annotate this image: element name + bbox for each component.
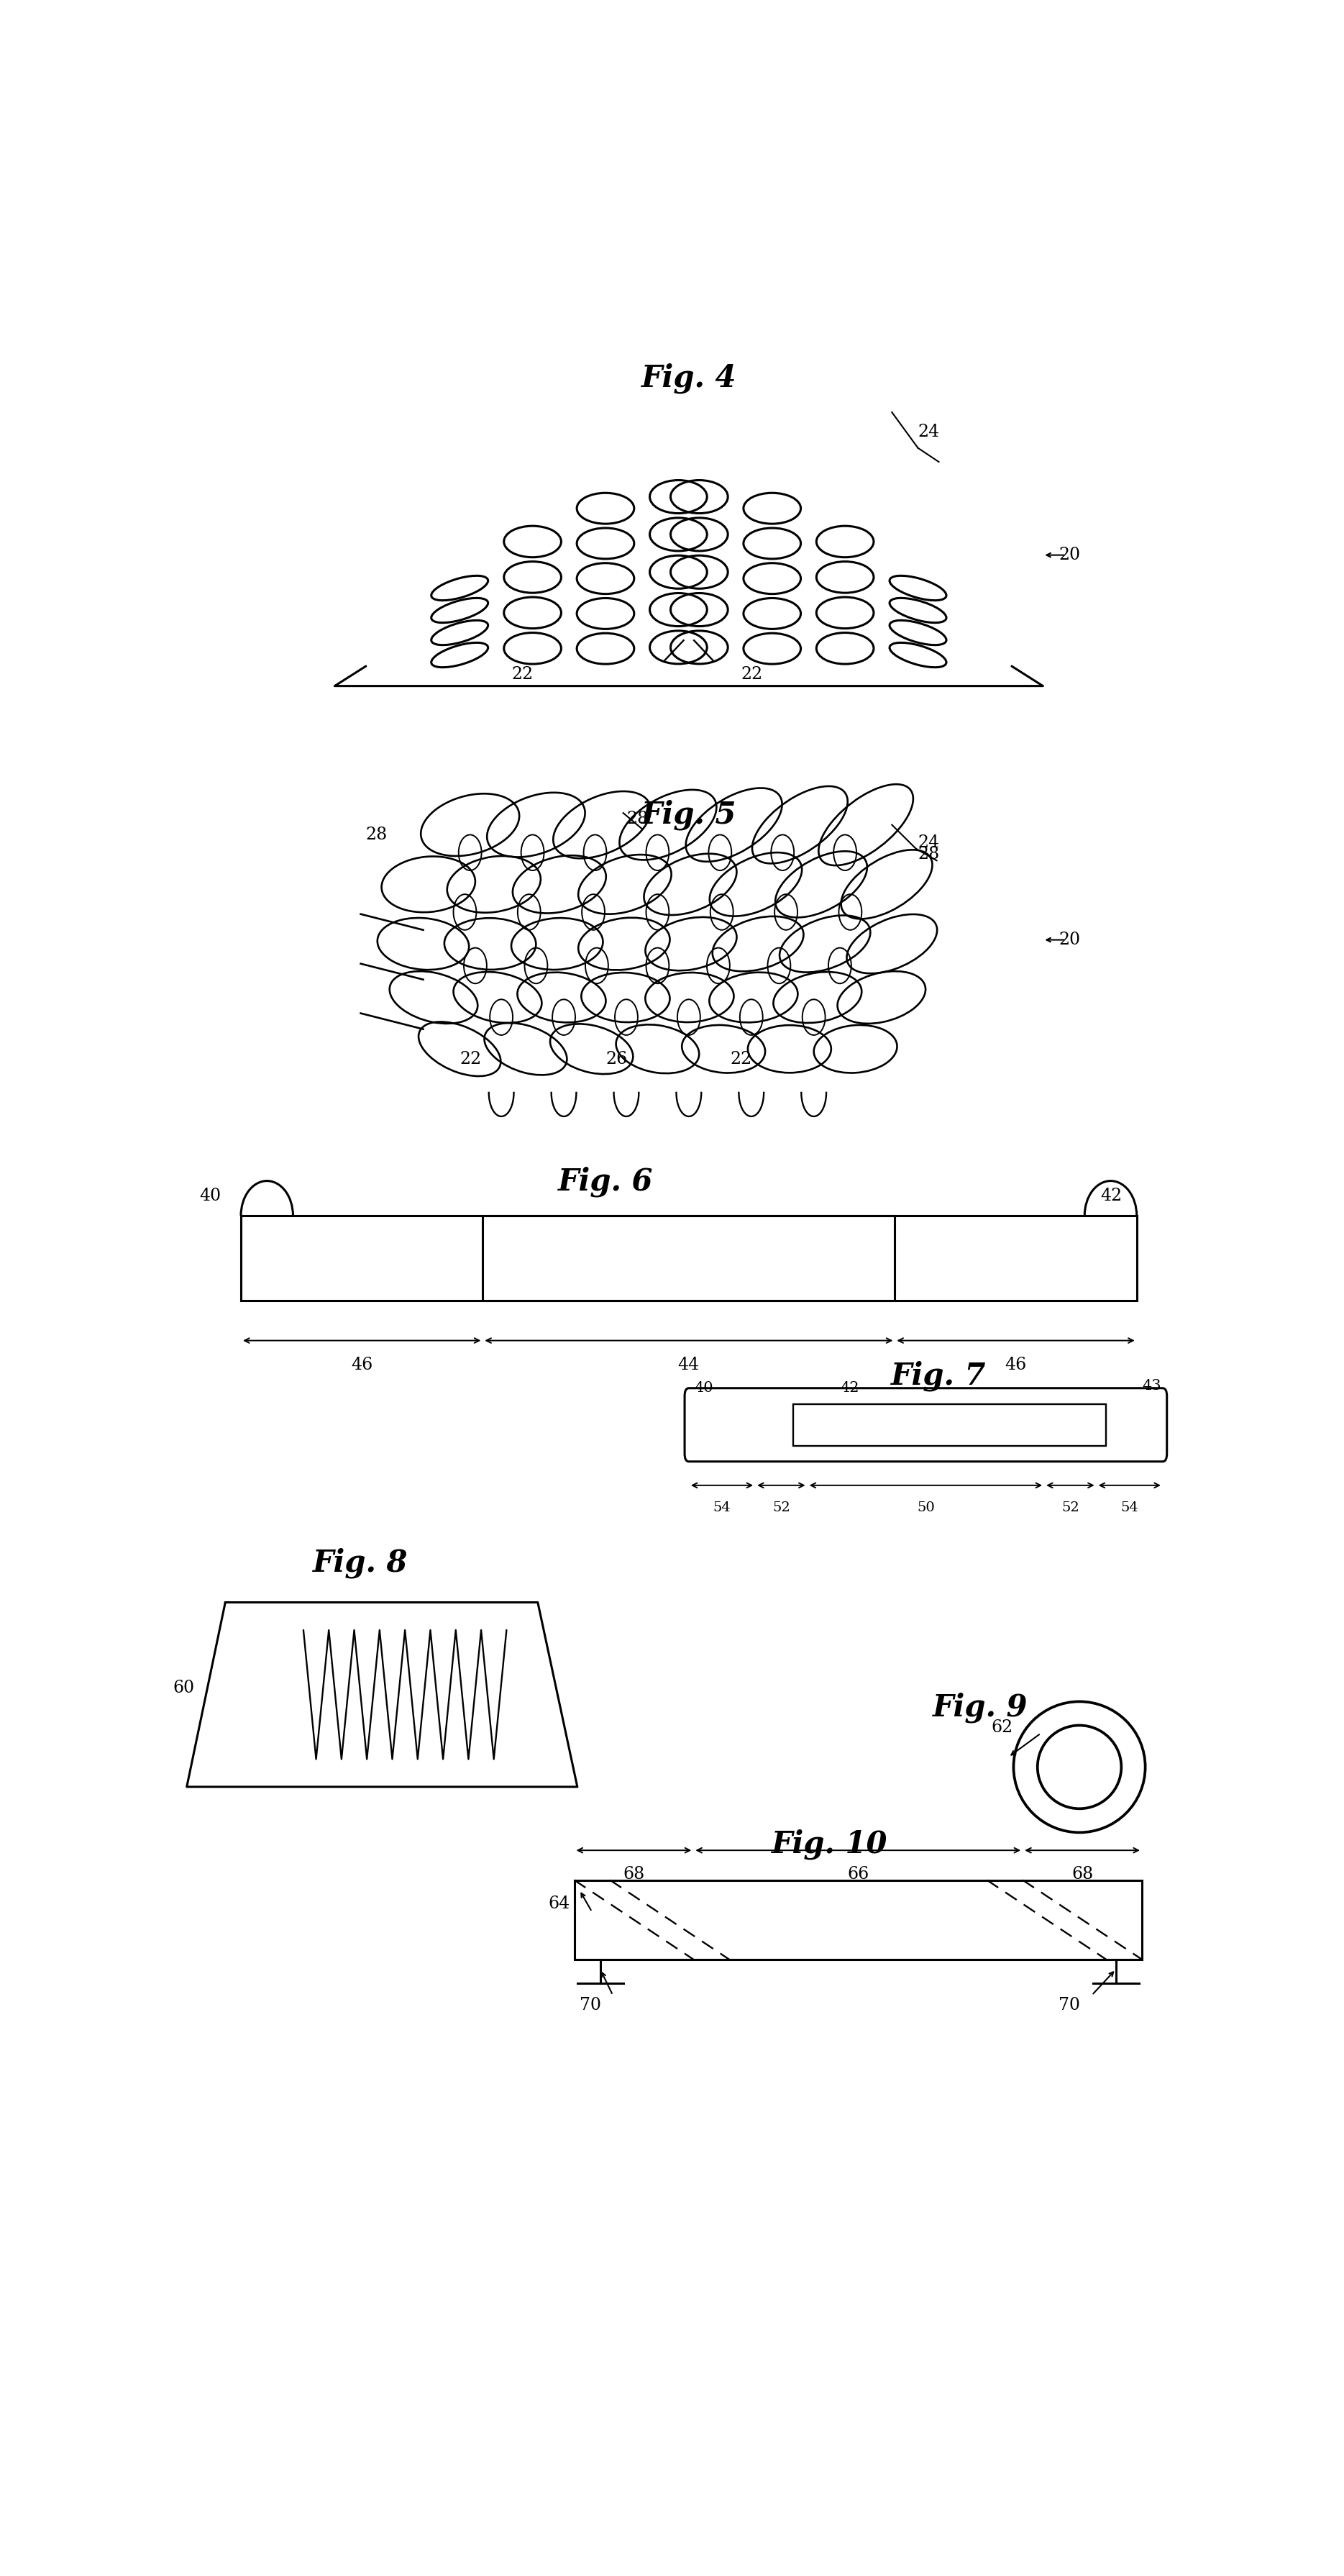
Bar [793, 1404, 1106, 1445]
Text: 20: 20 [1059, 546, 1081, 564]
Text: 44: 44 [677, 1358, 700, 1373]
Text: 40: 40 [694, 1381, 714, 1396]
Text: 54: 54 [1121, 1502, 1138, 1515]
Text: 20: 20 [1059, 933, 1081, 948]
Text: 46: 46 [351, 1358, 372, 1373]
Text: 42: 42 [1101, 1188, 1122, 1203]
Text: 22: 22 [731, 1051, 753, 1066]
Bar [574, 1880, 1142, 1960]
Text: 22: 22 [512, 665, 534, 683]
Bar [241, 1216, 1137, 1301]
Text: 68: 68 [1071, 1865, 1093, 1883]
Text: 62: 62 [991, 1718, 1012, 1736]
Text: 28: 28 [918, 848, 939, 863]
Text: 52: 52 [773, 1502, 790, 1515]
Text: 22: 22 [460, 1051, 481, 1066]
Text: 24: 24 [918, 835, 939, 850]
Text: Fig. 5: Fig. 5 [641, 799, 737, 829]
Text: Fig. 9: Fig. 9 [933, 1692, 1028, 1723]
Text: 46: 46 [1005, 1358, 1027, 1373]
Text: Fig. 7: Fig. 7 [891, 1360, 986, 1391]
Text: 68: 68 [624, 1865, 645, 1883]
Text: 66: 66 [847, 1865, 870, 1883]
Text: 50: 50 [917, 1502, 934, 1515]
Text: 40: 40 [199, 1188, 220, 1203]
Bar [482, 1216, 895, 1301]
Text: 22: 22 [741, 665, 762, 683]
Text: 28: 28 [366, 827, 387, 842]
Text: Fig. 4: Fig. 4 [641, 363, 737, 394]
Text: 28: 28 [626, 811, 648, 827]
Text: 70: 70 [1059, 1996, 1081, 2014]
Text: 64: 64 [548, 1896, 570, 1911]
Text: 52: 52 [1062, 1502, 1079, 1515]
Text: 43: 43 [1142, 1378, 1161, 1394]
Text: Fig. 6: Fig. 6 [558, 1167, 653, 1198]
Text: 26: 26 [605, 1051, 628, 1066]
Text: 70: 70 [579, 1996, 601, 2014]
Text: 60: 60 [173, 1680, 195, 1695]
Text: 42: 42 [840, 1381, 859, 1396]
Text: Fig. 10: Fig. 10 [771, 1829, 887, 1860]
Text: Fig. 8: Fig. 8 [313, 1548, 409, 1579]
Text: 54: 54 [714, 1502, 731, 1515]
Text: 24: 24 [918, 425, 939, 440]
